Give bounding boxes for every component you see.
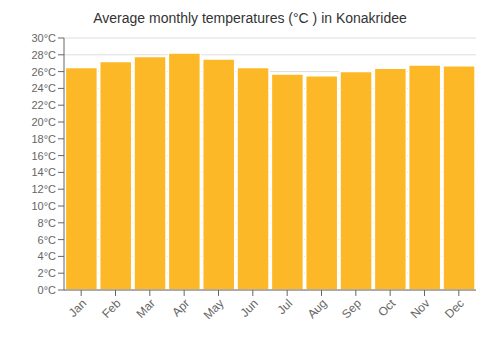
svg-text:24°C: 24°C [31,82,56,94]
svg-text:30°C: 30°C [31,32,56,44]
svg-text:20°C: 20°C [31,116,56,128]
svg-text:16°C: 16°C [31,150,56,162]
svg-text:Jan: Jan [66,296,90,320]
svg-text:Sep: Sep [339,296,364,321]
svg-text:2°C: 2°C [38,267,57,279]
svg-text:0°C: 0°C [38,284,57,296]
svg-text:Feb: Feb [99,296,124,321]
svg-text:18°C: 18°C [31,133,56,145]
svg-text:Mar: Mar [133,296,158,321]
svg-text:14°C: 14°C [31,166,56,178]
svg-text:26°C: 26°C [31,66,56,78]
svg-text:Nov: Nov [408,296,433,321]
svg-text:Jul: Jul [275,296,296,317]
svg-text:Aug: Aug [305,296,330,321]
html-text:Average monthly temperatures (: Average monthly temperatures (°C ) in Ko… [93,10,407,26]
svg-text:Jun: Jun [237,296,261,320]
svg-text:10°C: 10°C [31,200,56,212]
svg-text:12°C: 12°C [31,183,56,195]
svg-text:Apr: Apr [169,296,192,319]
svg-text:8°C: 8°C [38,217,57,229]
svg-text:May: May [201,296,227,322]
svg-text:28°C: 28°C [31,49,56,61]
svg-text:Dec: Dec [442,296,467,321]
svg-text:22°C: 22°C [31,99,56,111]
svg-text:Oct: Oct [375,296,399,320]
svg-text:6°C: 6°C [38,234,57,246]
svg-text:4°C: 4°C [38,250,57,262]
